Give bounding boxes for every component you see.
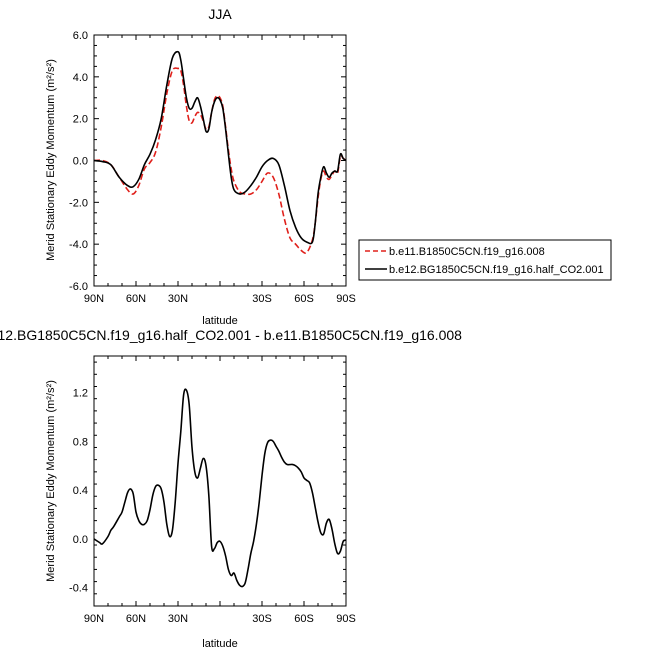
legend-label-series-2: b.e12.BG1850C5CN.f19_g16.half_CO2.001 (389, 264, 604, 276)
bottom-chart-ticks: 90N 60N 30N 30S 60S 90S -0.4 0.0 0.4 0.8 1.2 (69, 356, 356, 625)
top-chart-x-tick-label: 60S (294, 293, 314, 305)
bottom-chart-y-tick-label: -0.4 (69, 583, 88, 595)
top-chart-y-tick-label: -6.0 (69, 281, 88, 293)
bottom-chart-series-line-1 (93, 388, 347, 588)
bottom-chart-y-axis-label: Merid Stationary Eddy Momentum (m²/s²) (45, 380, 57, 582)
bottom-chart-x-tick-label: 30N (168, 613, 188, 625)
bottom-chart-x-axis-label: latitude (202, 638, 237, 650)
bottom-chart-panel: b.e12.BG1850C5CN.f19_g16.half_CO2.001 - … (0, 327, 462, 650)
top-chart-legend: b.e11.B1850C5CN.f19_g16.008 b.e12.BG1850… (358, 239, 612, 281)
bottom-chart-y-tick-label: 1.2 (73, 388, 88, 400)
top-chart-x-axis-label: latitude (202, 315, 237, 327)
top-chart-x-tick-label: 90N (84, 293, 104, 305)
top-chart-y-tick-label: 4.0 (73, 72, 88, 84)
top-chart-y-tick-label: -2.0 (69, 197, 88, 209)
bottom-chart-x-tick-label: 60S (294, 613, 314, 625)
top-chart-plot-frame (93, 34, 347, 287)
bottom-chart-x-tick-label: 90S (336, 613, 356, 625)
bottom-chart-x-tick-label: 30S (252, 613, 272, 625)
legend-label-series-1: b.e11.B1850C5CN.f19_g16.008 (389, 246, 545, 258)
top-chart-series-line-1 (93, 67, 347, 254)
top-chart-y-tick-label: 6.0 (73, 30, 88, 42)
bottom-chart-x-tick-label: 90N (84, 613, 104, 625)
top-chart-y-tick-label: -4.0 (69, 239, 88, 251)
bottom-chart-x-tick-label: 60N (126, 613, 146, 625)
top-chart-x-tick-label: 30S (252, 293, 272, 305)
top-chart-x-tick-label: 90S (336, 293, 356, 305)
top-chart-ticks: 90N 60N 30N 30S 60S 90S -6.0 -4.0 -2.0 0.0 2.0 4.0 6… (69, 30, 356, 305)
top-chart-series (93, 50, 347, 254)
top-chart-x-tick-label: 30N (168, 293, 188, 305)
bottom-chart-y-tick-label: 0.0 (73, 534, 88, 546)
top-chart-y-tick-label: 0.0 (73, 156, 88, 168)
top-chart-y-axis-label: Merid Stationary Eddy Momentum (m²/s²) (45, 59, 57, 261)
top-chart-panel: JJA 90N 60N 30N 30S 60S 90S -6.0 -4.0 -2.0 0.0 2.0… (45, 6, 356, 327)
top-chart-title: JJA (208, 6, 232, 22)
top-chart-x-tick-label: 60N (126, 293, 146, 305)
top-chart-y-tick-label: 2.0 (73, 114, 88, 126)
bottom-chart-y-tick-label: 0.8 (73, 436, 88, 448)
bottom-chart-title: b.e12.BG1850C5CN.f19_g16.half_CO2.001 - … (0, 327, 462, 343)
top-chart-series-line-2 (93, 50, 347, 245)
legend-box (358, 239, 612, 281)
bottom-chart-series (93, 388, 347, 588)
bottom-chart-y-tick-label: 0.4 (73, 485, 88, 497)
